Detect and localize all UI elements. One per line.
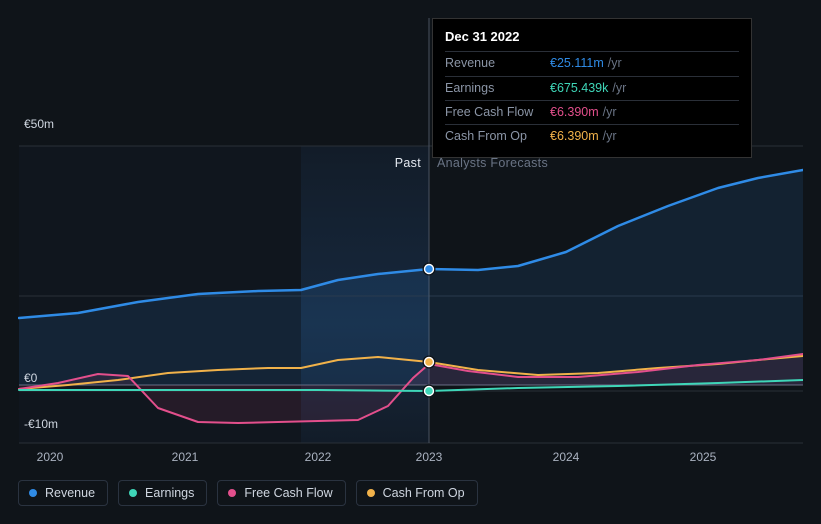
financials-chart: €50m €0 -€10m Past Analysts Forecasts 2020… — [18, 18, 803, 506]
y-tick-label: €50m — [24, 117, 54, 131]
x-tick-label: 2021 — [172, 450, 199, 464]
legend-label: Revenue — [45, 486, 95, 500]
legend-dot-icon — [29, 489, 37, 497]
y-tick-label: -€10m — [24, 417, 58, 431]
x-tick-label: 2024 — [553, 450, 580, 464]
tooltip-row-value: €6.390m — [550, 127, 599, 146]
tooltip-row-value: €675.439k — [550, 79, 608, 98]
tooltip-row-value: €6.390m — [550, 103, 599, 122]
legend-dot-icon — [367, 489, 375, 497]
legend-dot-icon — [129, 489, 137, 497]
tooltip-row-value: €25.111m — [550, 54, 604, 73]
tooltip-row-label: Earnings — [445, 79, 550, 98]
legend-item-cash_from_op[interactable]: Cash From Op — [356, 480, 478, 506]
legend: Revenue Earnings Free Cash Flow Cash From O… — [18, 480, 478, 506]
x-tick-label: 2023 — [416, 450, 443, 464]
tooltip-row: Earnings€675.439k/yr — [445, 76, 739, 100]
tooltip-row-label: Free Cash Flow — [445, 103, 550, 122]
legend-label: Cash From Op — [383, 486, 465, 500]
marker-revenue — [425, 265, 434, 274]
tooltip-row: Cash From Op€6.390m/yr — [445, 124, 739, 148]
y-tick-label: €0 — [24, 371, 37, 385]
legend-dot-icon — [228, 489, 236, 497]
tooltip-row: Free Cash Flow€6.390m/yr — [445, 100, 739, 124]
tooltip-row-suffix: /yr — [603, 127, 617, 146]
x-tick-label: 2022 — [305, 450, 332, 464]
tooltip-row-label: Cash From Op — [445, 127, 550, 146]
forecast-label: Analysts Forecasts — [437, 156, 548, 170]
past-label: Past — [395, 156, 421, 170]
marker-earnings — [425, 387, 434, 396]
x-tick-label: 2020 — [37, 450, 64, 464]
tooltip-row-suffix: /yr — [603, 103, 617, 122]
legend-item-earnings[interactable]: Earnings — [118, 480, 207, 506]
tooltip-row: Revenue€25.111m/yr — [445, 51, 739, 75]
tooltip-row-label: Revenue — [445, 54, 550, 73]
legend-item-revenue[interactable]: Revenue — [18, 480, 108, 506]
tooltip: Dec 31 2022 Revenue€25.111m/yrEarnings€6… — [432, 18, 752, 158]
tooltip-row-suffix: /yr — [612, 79, 626, 98]
tooltip-title: Dec 31 2022 — [445, 27, 739, 47]
x-tick-label: 2025 — [690, 450, 717, 464]
marker-cash_from_op — [425, 358, 434, 367]
legend-item-free_cash_flow[interactable]: Free Cash Flow — [217, 480, 345, 506]
legend-label: Earnings — [145, 486, 194, 500]
legend-label: Free Cash Flow — [244, 486, 332, 500]
tooltip-row-suffix: /yr — [608, 54, 622, 73]
